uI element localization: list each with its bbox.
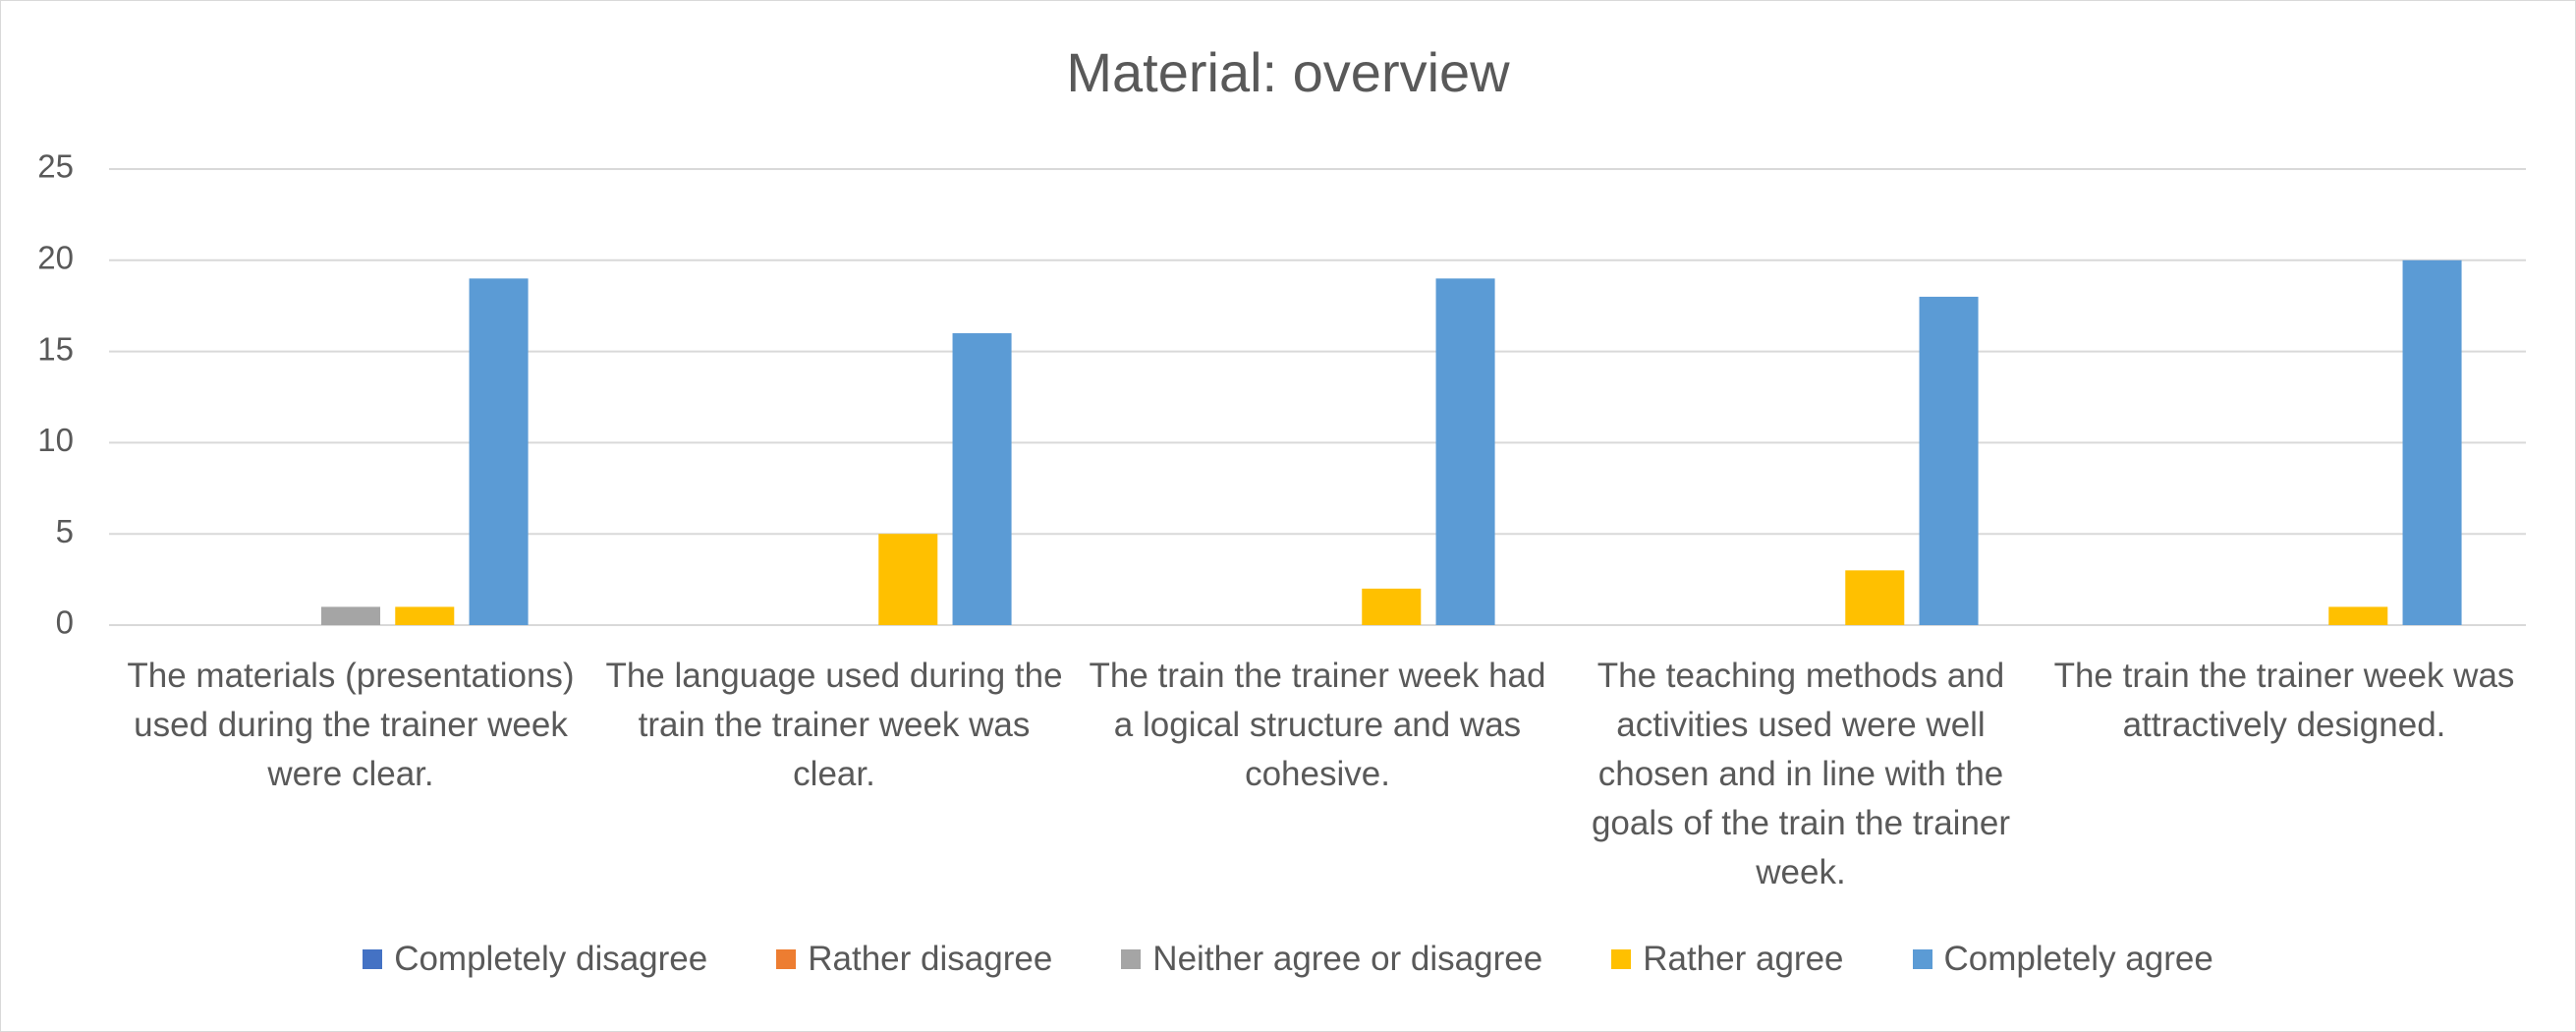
legend-label: Completely agree [1943,940,2213,978]
bar [1845,570,1905,625]
legend-label: Neither agree or disagree [1152,940,1543,978]
legend-item: Neither agree or disagree [1121,940,1542,979]
legend-swatch [776,949,797,969]
bar [1919,296,1979,625]
y-tick-label: 25 [37,148,74,185]
bar [1362,588,1422,625]
legend-swatch [1611,949,1632,969]
y-tick-label: 5 [56,513,74,549]
bar [395,606,455,625]
legend: Completely disagree Rather disagree Neithe… [1,940,2575,979]
legend-swatch [1121,949,1142,969]
y-tick-label: 20 [37,240,74,276]
x-tick-label: The materials (presentations) used durin… [127,657,575,793]
legend-swatch [1912,949,1932,969]
y-tick-label: 10 [37,422,74,458]
legend-item: Rather disagree [776,940,1052,979]
y-tick-label: 15 [37,330,74,367]
bar [2402,259,2462,625]
x-tick-label: The train the trainer week had a logical… [1089,657,1546,793]
x-tick-label: The train the trainer week was attractiv… [2053,657,2515,744]
chart-title: Material: overview [1066,41,1510,103]
legend-item: Rather agree [1611,940,1844,979]
bar [320,606,381,625]
legend-swatch [363,949,383,969]
legend-label: Rather agree [1643,940,1844,978]
bar [1435,278,1495,625]
bar [878,534,938,625]
bar [952,333,1012,625]
legend-label: Completely disagree [394,940,708,978]
y-tick-label: 0 [56,604,74,641]
bar [469,278,529,625]
legend-label: Rather disagree [808,940,1053,978]
x-tick-label: The teaching methods and activities used… [1591,657,2011,891]
legend-item: Completely agree [1912,940,2213,979]
legend-item: Completely disagree [363,940,707,979]
bar [2328,606,2388,625]
x-tick-label: The language used during the train the t… [605,657,1063,793]
